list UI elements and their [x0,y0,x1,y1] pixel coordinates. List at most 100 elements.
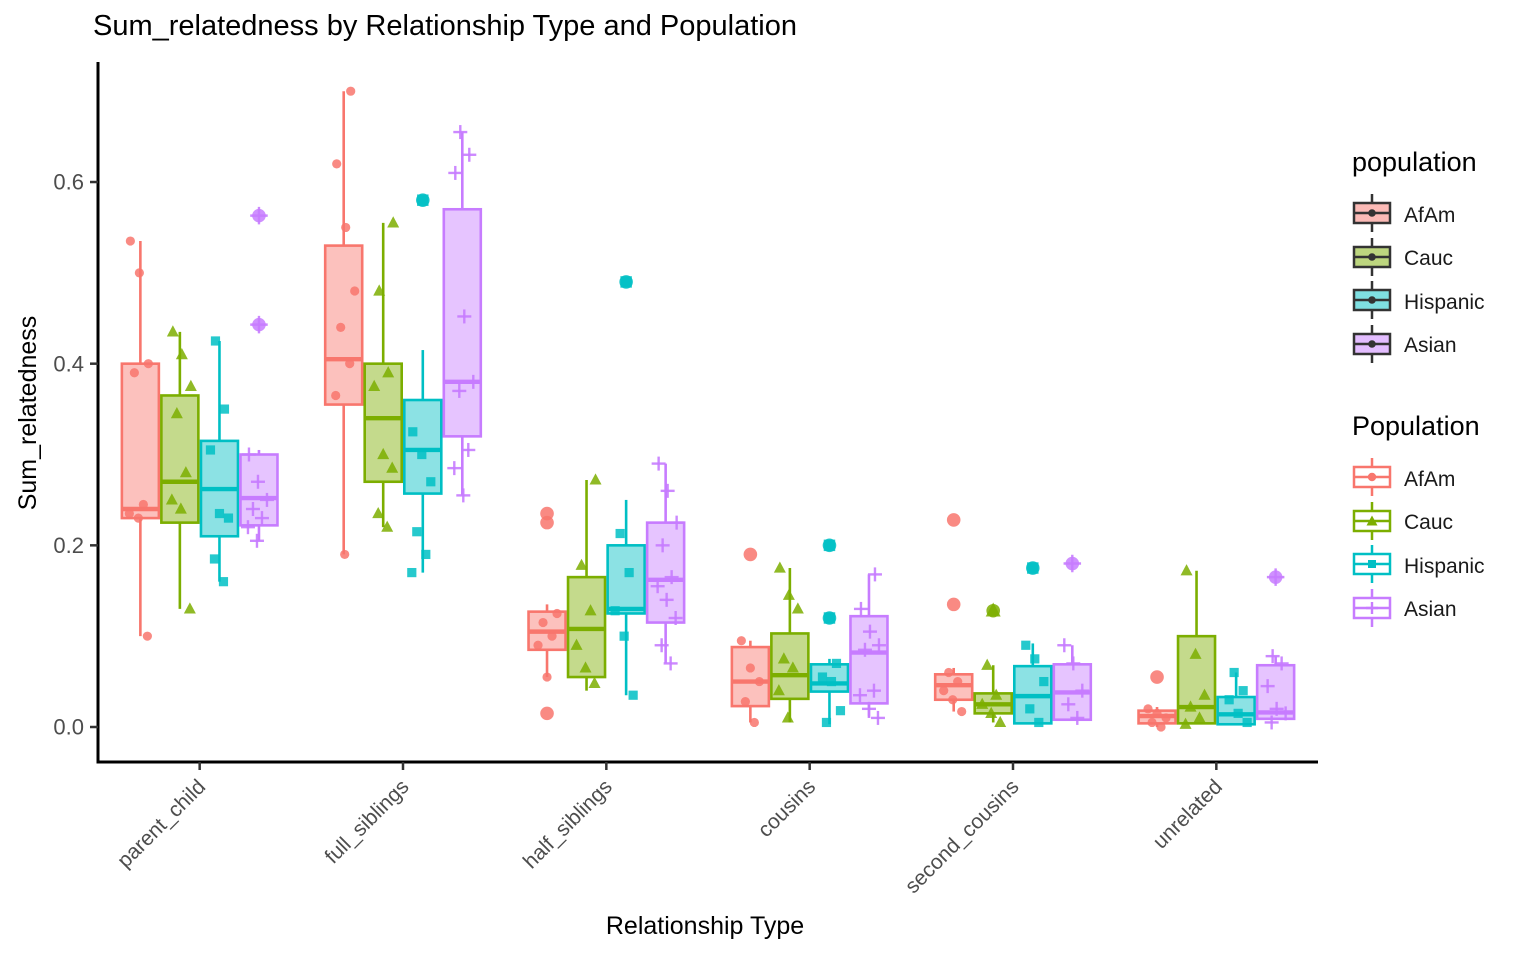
outlier-point [946,597,961,612]
legend-fill-title: population [1352,147,1477,177]
box-iqr [1176,634,1217,725]
legend-item-label: Asian [1404,598,1457,622]
jitter-point [407,567,417,578]
jitter-point [538,617,548,628]
jitter-point [1156,722,1166,732]
jitter-point [218,577,229,587]
asian-boxplot-glyph [1352,586,1392,635]
jitter-point [336,322,346,332]
hispanic-boxplot-glyph [1352,542,1392,591]
key-point [1368,209,1376,218]
jitter-point [777,652,790,664]
jitter-point [831,658,842,669]
legend-item-asian: Asian [1352,586,1485,635]
box-parent_child-Asian [239,449,279,541]
jitter-point [1027,562,1039,574]
jitter-point [183,602,196,614]
box-iqr [730,645,771,708]
jitter-point [821,717,832,728]
legend-item-label: Cauc [1404,511,1454,535]
key-point [1368,339,1376,348]
jitter-point [817,672,828,682]
jitter-point [426,477,436,487]
cauc-boxplot-glyph [1352,235,1392,284]
jitter-point [985,706,998,718]
jitter-point [214,508,225,519]
y-axis-title: Sum_relatedness [14,315,42,511]
jitter-point [773,561,786,573]
x-tick-label: second_cousins [901,775,1024,898]
legend-item-label: Hispanic [1404,290,1485,314]
box-full_siblings-Cauc [363,222,404,528]
key-point [1368,560,1376,569]
legend-item-afam: AfAm [1352,194,1485,238]
legend-item-cauc: Cauc [1352,499,1485,548]
jitter-point [1238,686,1248,696]
jitter-point [129,368,139,378]
jitter-point [345,359,355,369]
legend-key-cauc-outline [1352,501,1392,540]
jitter-point [387,216,400,228]
x-tick-label: half_siblings [519,775,617,873]
legend-item-hispanic: Hispanic [1352,281,1485,325]
hispanic-boxplot-glyph [1352,278,1392,327]
jitter-point [346,86,356,96]
jitter-point [421,549,431,560]
y-tick-label: 0.4 [53,351,84,376]
jitter-point [175,347,188,360]
jitter-point [547,631,557,641]
jitter-point [170,407,183,419]
jitter-point [953,676,963,687]
box-parent_child-AfAm [120,241,161,637]
jitter-point [782,588,795,600]
jitter-point [1034,717,1044,728]
jitter-point [412,527,422,537]
x-tick-label: unrelated [1149,775,1227,853]
jitter-point [219,404,230,414]
jitter-point [575,558,588,570]
legend-key-asian-outline [1352,588,1392,627]
box-full_siblings-Asian [442,132,483,496]
key-point [1366,515,1378,526]
jitter-point [1184,700,1197,712]
jitter-point [615,528,625,539]
jitter-point [1193,711,1206,723]
jitter-point [1021,640,1031,650]
jitter-point [1198,688,1211,700]
jitter-point [350,286,360,296]
afam-boxplot-glyph [1352,191,1392,240]
chart-title: Sum_relatedness by Relationship Type and… [93,10,797,42]
box-iqr [606,544,646,615]
box-iqr [239,453,279,527]
jitter-point [981,658,994,670]
box-layer [120,91,1296,727]
legend-item-asian: Asian [1352,322,1485,371]
asian-boxplot-glyph [1352,322,1392,371]
jitter-point [620,276,632,288]
jitter-point [736,636,746,646]
key-point [1368,296,1376,305]
cauc-boxplot-glyph [1352,499,1392,548]
jitter-point [124,508,134,519]
outlier-point [540,515,554,530]
jitter-point [1025,704,1035,714]
x-tick-label: parent_child [113,775,210,872]
jitter-point [341,222,351,233]
jitter-point [957,706,967,717]
jitter-point [331,390,341,401]
jitter-point [823,612,836,624]
jitter-point [142,631,152,641]
legend-outline: Population AfAm Cauc Hispanic Asian [1352,410,1485,632]
jitter-point [749,717,759,728]
box-iqr [645,521,686,624]
box-unrelated-Cauc [1176,570,1217,725]
y-tick-label: 0.2 [53,533,84,558]
point-layer [124,86,1293,732]
legend-item-label: AfAm [1404,467,1456,491]
box-half_siblings-Asian [645,463,686,664]
x-tick-label: cousins [754,775,821,842]
legend-item-label: Asian [1404,334,1457,358]
jitter-point [976,697,989,709]
